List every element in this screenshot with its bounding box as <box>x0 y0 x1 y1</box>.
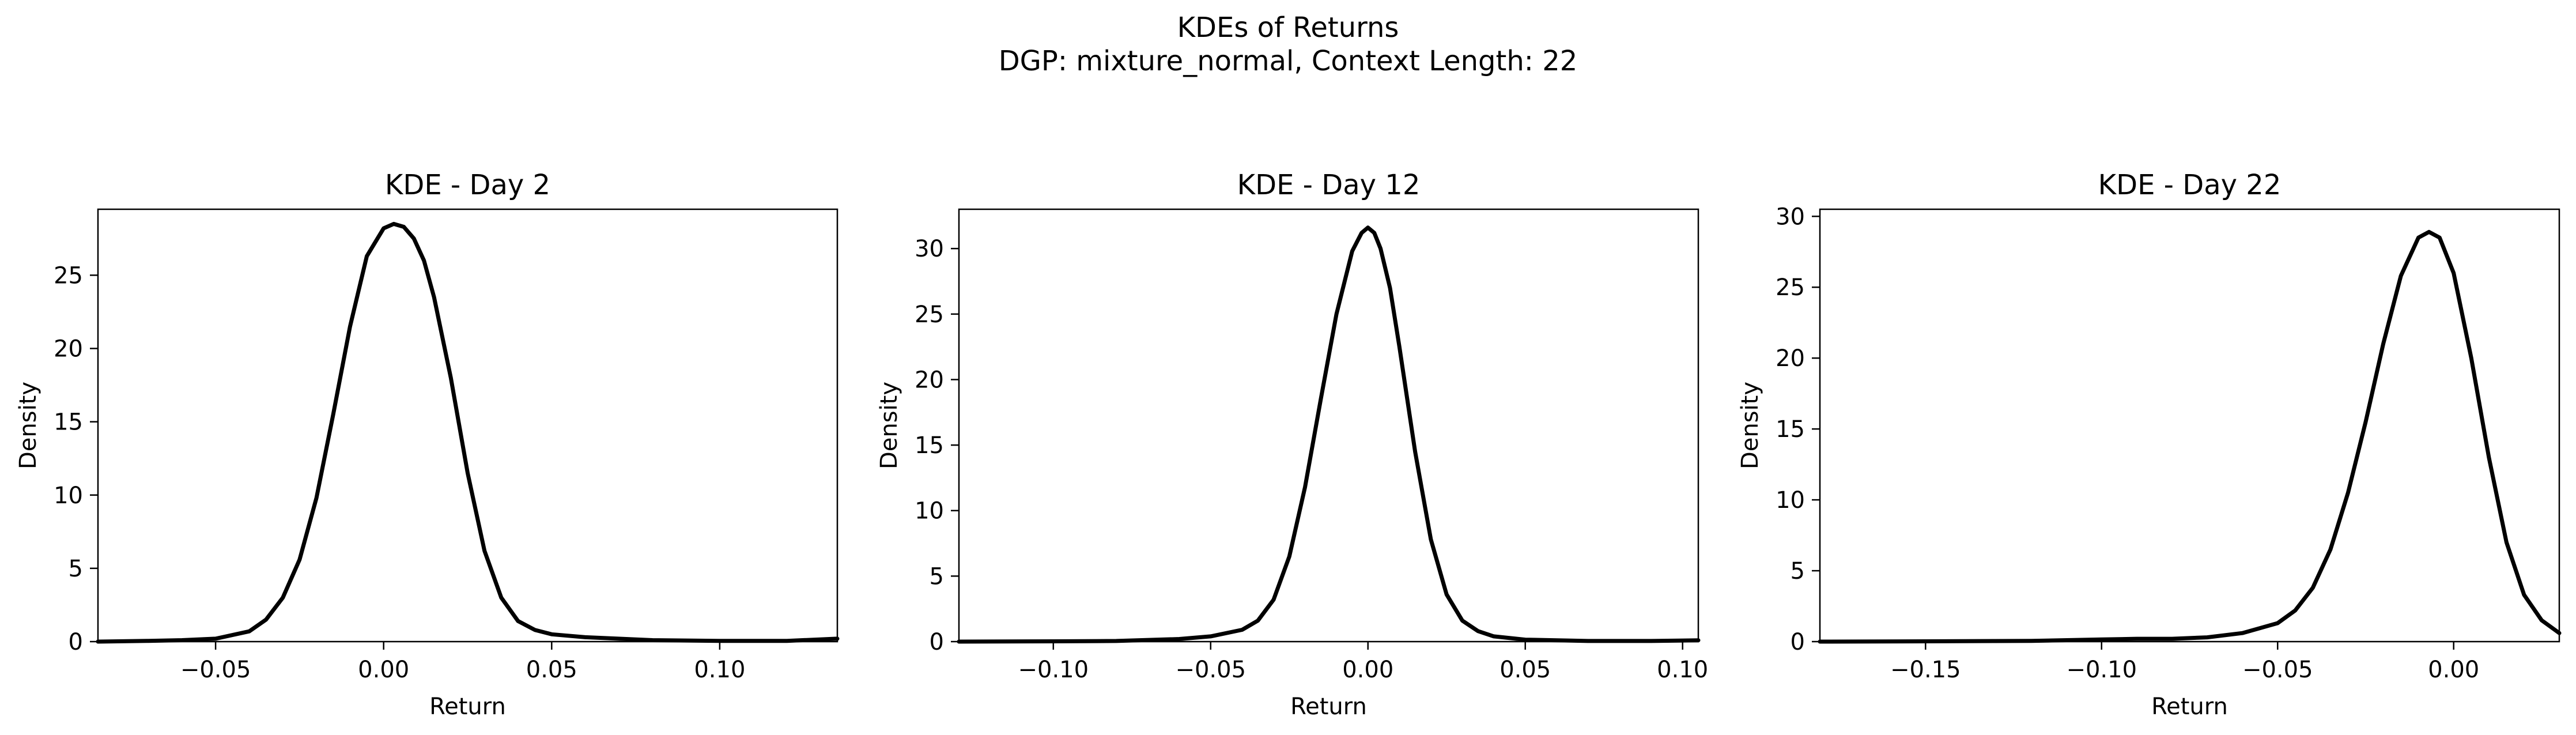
x-tick-label: −0.10 <box>2066 657 2137 683</box>
subplots: KDE - Day 2 −0.05 0.00 0.05 0.10 0 5 10 15 20 25 Re… <box>15 169 2562 720</box>
y-tick-label: 20 <box>1776 345 1805 372</box>
x-tick-label: 0.00 <box>2428 657 2479 683</box>
y-tick-label: 5 <box>1791 558 1805 585</box>
y-tick-label: 30 <box>1776 203 1805 230</box>
x-axis-label: Return <box>2151 693 2228 720</box>
x-axis-label: Return <box>1290 693 1367 720</box>
x-tick-label: 0.10 <box>1657 657 1708 683</box>
kde-curve <box>1818 229 2562 644</box>
axes-frame <box>97 208 838 643</box>
y-tick-label: 10 <box>1776 487 1805 514</box>
axes-frame <box>958 208 1699 643</box>
subplot-2: KDE - Day 12 −0.10 −0.05 0.00 0.05 0.10 0 5 10 15… <box>876 169 1708 720</box>
figure-title-line1: KDEs of Returns <box>1177 12 1399 44</box>
kde-curve <box>957 225 1701 644</box>
x-tick-label: 0.10 <box>694 657 745 683</box>
x-tick-label: −0.05 <box>180 657 251 683</box>
subplot-1: KDE - Day 2 −0.05 0.00 0.05 0.10 0 5 10 15 20 25 Re… <box>15 169 840 720</box>
y-tick-label: 0 <box>1791 629 1805 655</box>
y-tick-label: 20 <box>915 367 944 393</box>
y-tick-label: 25 <box>1776 274 1805 301</box>
subplot-3: KDE - Day 22 −0.15 −0.10 −0.05 0.00 0 5 10 15 20 2… <box>1737 169 2562 720</box>
y-tick-label: 5 <box>930 563 944 590</box>
y-tick-label: 15 <box>54 409 83 436</box>
figure-title-line2: DGP: mixture_normal, Context Length: 22 <box>999 45 1578 77</box>
kde-curve <box>96 221 840 644</box>
y-tick-label: 15 <box>915 432 944 459</box>
y-tick-label: 20 <box>54 336 83 363</box>
y-tick-label: 25 <box>54 262 83 289</box>
y-tick-label: 15 <box>1776 416 1805 443</box>
x-tick-label: −0.05 <box>2242 657 2313 683</box>
x-tick-label: 0.00 <box>358 657 409 683</box>
y-tick-label: 5 <box>69 556 83 582</box>
x-tick-label: −0.15 <box>1890 657 1961 683</box>
x-axis-label: Return <box>429 693 506 720</box>
y-tick-label: 30 <box>915 236 944 262</box>
y-tick-label: 25 <box>915 301 944 328</box>
x-tick-label: 0.05 <box>526 657 577 683</box>
y-axis-label: Density <box>15 382 41 469</box>
x-tick-label: −0.05 <box>1175 657 1246 683</box>
y-tick-label: 10 <box>54 483 83 509</box>
y-axis-label: Density <box>876 382 902 469</box>
y-tick-label: 0 <box>930 629 944 655</box>
subplot-title: KDE - Day 2 <box>385 169 550 201</box>
subplot-title: KDE - Day 12 <box>1237 169 1421 201</box>
subplot-title: KDE - Day 22 <box>2098 169 2282 201</box>
y-axis-label: Density <box>1737 382 1763 469</box>
x-tick-label: 0.00 <box>1342 657 1393 683</box>
axes-frame <box>1819 208 2560 643</box>
x-tick-label: −0.10 <box>1018 657 1089 683</box>
y-tick-label: 10 <box>915 498 944 525</box>
y-tick-label: 0 <box>69 629 83 655</box>
x-tick-label: 0.05 <box>1499 657 1551 683</box>
